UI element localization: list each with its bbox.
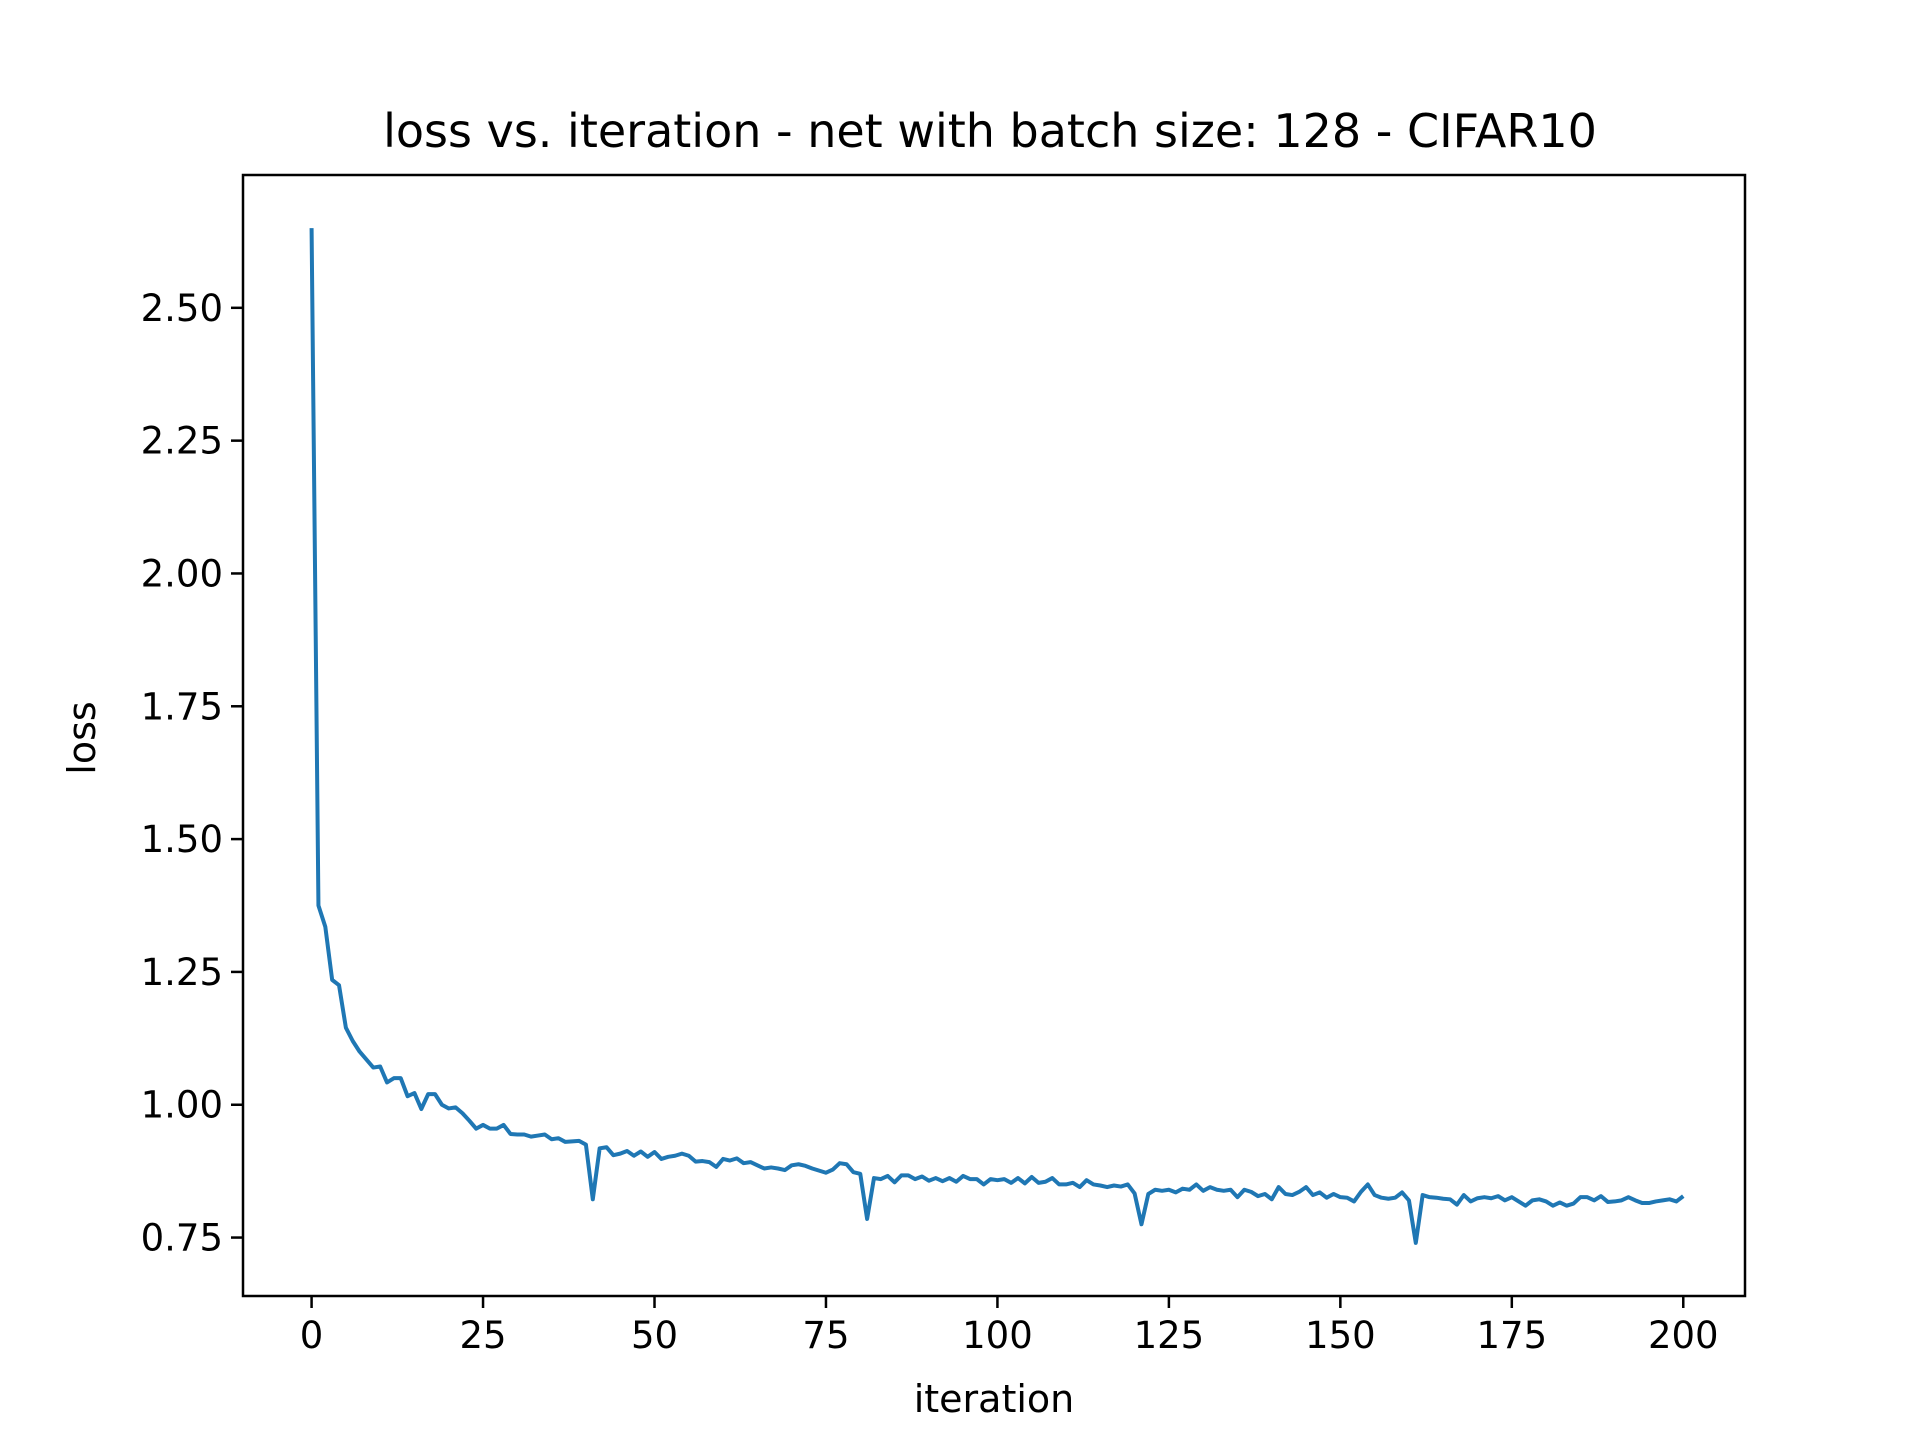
y-tick-label: 1.50 bbox=[141, 818, 223, 861]
x-tick-label: 0 bbox=[300, 1314, 324, 1357]
x-tick-label: 25 bbox=[459, 1314, 506, 1357]
y-tick-label: 2.50 bbox=[141, 287, 223, 330]
x-axis: 0 25 50 75 100 125 150 175 200 bbox=[300, 1296, 1719, 1357]
x-tick-label: 125 bbox=[1134, 1314, 1205, 1357]
x-axis-label: iteration bbox=[914, 1377, 1075, 1421]
y-tick-label: 1.25 bbox=[141, 951, 223, 994]
x-tick-label: 175 bbox=[1477, 1314, 1548, 1357]
x-tick-label: 200 bbox=[1648, 1314, 1719, 1357]
series-line-loss bbox=[309, 228, 1685, 1245]
y-tick-label: 1.75 bbox=[141, 685, 223, 728]
y-axis: 0.75 1.00 1.25 1.50 1.75 2.00 2.25 2.50 bbox=[141, 287, 243, 1260]
y-tick-label: 2.00 bbox=[141, 552, 223, 595]
x-tick-label: 50 bbox=[631, 1314, 678, 1357]
axes-frame bbox=[241, 173, 1747, 1298]
x-tick-label: 75 bbox=[802, 1314, 849, 1357]
plot-area bbox=[309, 228, 1685, 1245]
x-tick-label: 100 bbox=[962, 1314, 1033, 1357]
y-axis-label: loss bbox=[60, 701, 104, 774]
y-tick-label: 0.75 bbox=[141, 1217, 223, 1260]
y-tick-label: 2.25 bbox=[141, 420, 223, 463]
x-tick-label: 150 bbox=[1305, 1314, 1376, 1357]
y-tick-label: 1.00 bbox=[141, 1084, 223, 1127]
chart-title: loss vs. iteration - net with batch size… bbox=[383, 104, 1597, 158]
